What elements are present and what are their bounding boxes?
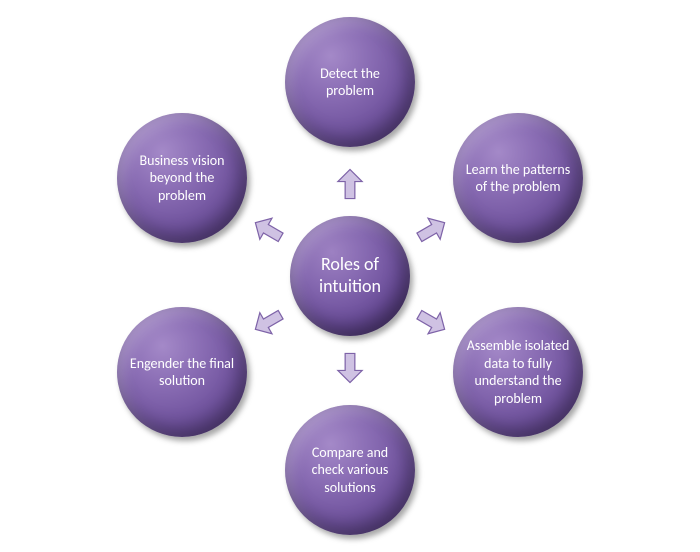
radial-diagram: Detect the problem Learn the patterns of… [0, 0, 700, 552]
node-learn-patterns: Learn the patterns of the problem [453, 113, 583, 243]
node-detect-problem: Detect the problem [285, 17, 415, 147]
node-label: Business vision beyond the problem [127, 152, 237, 205]
arrow-to-n0 [333, 167, 367, 201]
node-business-vision: Business vision beyond the problem [117, 113, 247, 243]
arrow-to-n5 [251, 213, 285, 247]
arrow-to-n3 [333, 351, 367, 385]
arrow-to-n2 [415, 305, 449, 339]
node-label: Assemble isolated data to fully understa… [463, 337, 573, 407]
node-label: Compare and check various solutions [295, 444, 405, 497]
hub-label: Roles of intuition [290, 254, 410, 297]
node-engender-solution: Engender the final solution [117, 307, 247, 437]
node-compare-solutions: Compare and check various solutions [285, 405, 415, 535]
node-assemble-data: Assemble isolated data to fully understa… [453, 307, 583, 437]
arrow-to-n1 [415, 213, 449, 247]
hub-circle: Roles of intuition [290, 216, 410, 336]
arrow-to-n4 [251, 305, 285, 339]
node-label: Detect the problem [295, 65, 405, 100]
node-label: Learn the patterns of the problem [463, 161, 573, 196]
node-label: Engender the final solution [127, 355, 237, 390]
